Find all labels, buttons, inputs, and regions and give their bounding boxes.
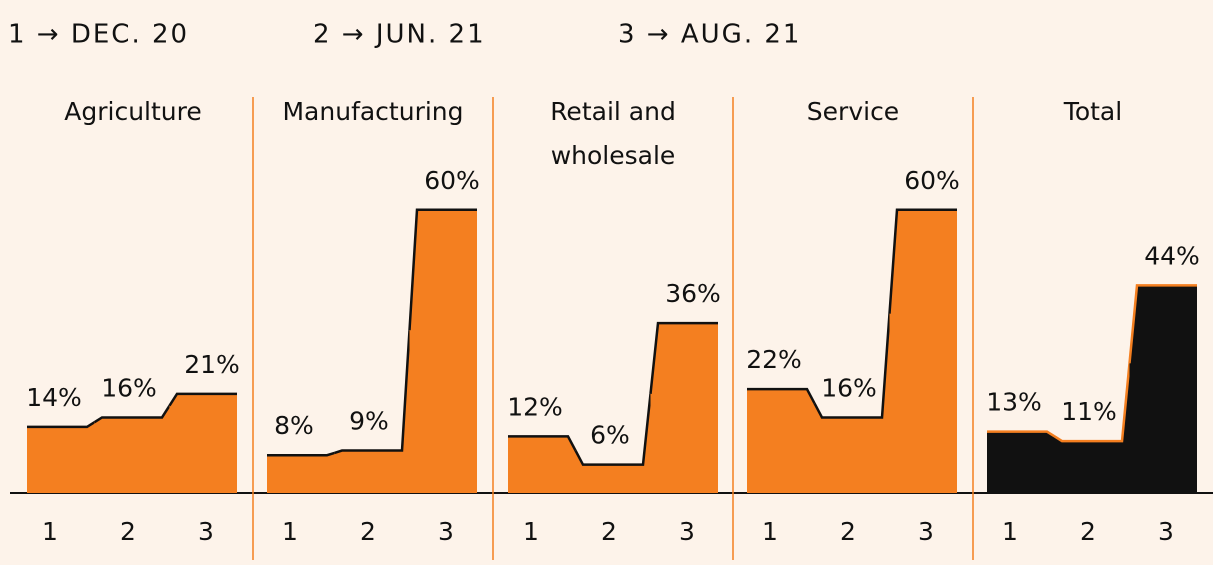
area-segment <box>1054 363 1130 493</box>
x-tick-label: 1 <box>762 517 778 546</box>
area-segment <box>814 313 890 493</box>
x-tick-label: 3 <box>1158 517 1174 546</box>
panel-title: Agriculture <box>64 97 202 126</box>
value-label: 14% <box>26 383 82 412</box>
value-label: 60% <box>424 166 480 195</box>
x-tick-label: 1 <box>1002 517 1018 546</box>
area-edge <box>408 208 477 331</box>
value-label: 36% <box>665 279 721 308</box>
x-tick-label: 1 <box>42 517 58 546</box>
area-edge <box>649 321 718 395</box>
area-segment <box>1129 285 1197 493</box>
area-segment <box>650 323 718 493</box>
area-edge <box>888 208 957 314</box>
value-label: 11% <box>1061 397 1117 426</box>
area-segment <box>987 431 1055 493</box>
area-segment <box>575 393 651 493</box>
x-tick-label: 3 <box>679 517 695 546</box>
area-segment <box>267 452 335 493</box>
legend-item: 2 → JUN. 21 <box>313 20 486 50</box>
area-edge <box>334 330 411 455</box>
panel-title: Service <box>807 97 899 126</box>
legend-item: 1 → DEC. 20 <box>8 20 189 50</box>
area-edge <box>93 405 171 424</box>
value-label: 13% <box>986 388 1042 417</box>
x-tick-label: 2 <box>840 517 856 546</box>
value-label: 9% <box>349 407 389 436</box>
area-segment <box>889 209 957 494</box>
legend-item: 3 → AUG. 21 <box>618 20 801 50</box>
area-edge <box>987 430 1056 438</box>
area-segment <box>27 422 95 493</box>
value-label: 60% <box>904 166 960 195</box>
area-edge <box>168 392 237 407</box>
area-edge <box>1128 284 1197 364</box>
x-tick-label: 3 <box>438 517 454 546</box>
value-label: 16% <box>821 373 877 402</box>
x-tick-label: 1 <box>523 517 539 546</box>
panel-title: Total <box>1063 97 1122 126</box>
area-segment <box>747 389 815 493</box>
area-edge <box>1053 363 1131 443</box>
x-tick-label: 2 <box>360 517 376 546</box>
area-segment <box>508 436 576 493</box>
area-edge <box>574 393 652 466</box>
x-tick-label: 2 <box>1080 517 1096 546</box>
value-label: 22% <box>746 345 802 374</box>
area-segment <box>334 330 410 493</box>
area-segment <box>94 405 170 493</box>
area-edge <box>813 313 891 419</box>
x-tick-label: 3 <box>198 517 214 546</box>
value-label: 16% <box>101 373 157 402</box>
area-segment <box>169 393 237 493</box>
value-label: 12% <box>507 392 563 421</box>
area-edge <box>747 387 816 404</box>
panel-title: Retail and wholesale <box>550 97 676 170</box>
panel-title: Manufacturing <box>282 97 463 126</box>
x-tick-label: 3 <box>918 517 934 546</box>
x-tick-label: 1 <box>282 517 298 546</box>
value-label: 8% <box>274 411 314 440</box>
area-segment <box>409 209 477 494</box>
x-tick-label: 2 <box>120 517 136 546</box>
area-edge <box>27 421 96 429</box>
value-label: 44% <box>1144 241 1200 270</box>
x-tick-label: 2 <box>601 517 617 546</box>
value-label: 21% <box>184 350 240 379</box>
area-edge <box>267 451 335 457</box>
value-label: 6% <box>590 421 630 450</box>
area-edge <box>508 435 577 452</box>
